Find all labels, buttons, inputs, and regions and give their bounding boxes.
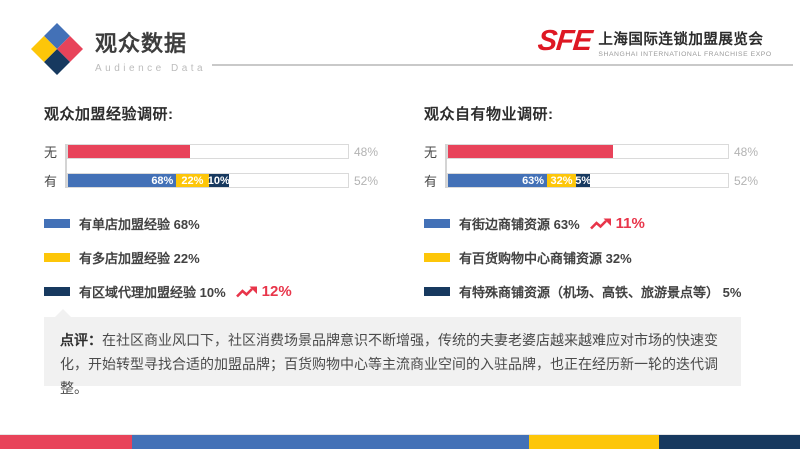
bar-track: 63% 32% 5%	[447, 173, 729, 188]
comment-box-pointer-icon	[54, 309, 72, 318]
bar-row-label: 无	[44, 145, 58, 160]
comment-text: 点评：在社区商业风口下，社区消费场景品牌意识不断增强，传统的夫妻老婆店越来越难应…	[60, 328, 723, 400]
trend-indicator: 11%	[589, 215, 645, 232]
footer-segment-yellow	[528, 435, 660, 449]
bar-segment-value: 68%	[151, 174, 174, 187]
legend-row: 有百货购物中心商铺资源 32%	[424, 248, 758, 267]
bar-segment-value: 32%	[550, 174, 573, 187]
bar-segment-navy: 10%	[208, 174, 230, 187]
comment-prefix: 点评：	[60, 332, 102, 348]
diamond-logo-icon	[31, 23, 83, 75]
legend-swatch-blue	[44, 219, 70, 228]
legend-row: 有多店加盟经验 22%	[44, 248, 378, 267]
legend-swatch-yellow	[44, 253, 70, 262]
bar-track	[447, 144, 729, 159]
bar-chart: 无 48% 有 68% 22% 10% 52%	[44, 144, 378, 189]
legend-swatch-navy	[44, 287, 70, 296]
trend-indicator: 12%	[235, 283, 292, 300]
bar-segment-value: 22%	[181, 174, 204, 187]
bar-row: 无 48%	[424, 144, 758, 160]
bar-row-label: 有	[44, 174, 58, 189]
bar-row: 有 68% 22% 10% 52%	[44, 173, 378, 189]
bar-total-label: 48%	[733, 144, 758, 159]
trend-up-icon	[589, 218, 611, 229]
bar-segment-red	[68, 145, 190, 158]
legend-row: 有特殊商铺资源（机场、高铁、旅游景点等） 5%	[424, 282, 758, 301]
legend-row: 有单店加盟经验 68%	[44, 214, 378, 233]
legend-label: 有区域代理加盟经验 10%	[79, 285, 226, 300]
bar-segment-red	[448, 145, 614, 158]
bar-segment-value: 10%	[207, 174, 230, 187]
chart-owned-property: 观众自有物业调研: 无 48% 有 63% 32% 5% 52% 有街边商铺资源 63% 11% 有…	[424, 103, 758, 316]
bar-segment-value: 63%	[522, 174, 545, 187]
footer-segment-red	[0, 435, 132, 449]
chart-title: 观众加盟经验调研:	[44, 106, 174, 123]
legend-label: 有街边商铺资源 63%	[459, 217, 580, 232]
bar-total-label: 48%	[353, 144, 378, 159]
bar-row: 有 63% 32% 5% 52%	[424, 173, 758, 189]
bar-track: 68% 22% 10%	[67, 173, 349, 188]
bar-total-label: 52%	[733, 173, 758, 188]
bar-segment-blue: 63%	[448, 174, 548, 187]
chart-franchise-experience: 观众加盟经验调研: 无 48% 有 68% 22% 10% 52% 有单店加盟经验 68% 有多店…	[44, 103, 378, 316]
trend-up-icon	[235, 286, 257, 297]
bar-row: 无 48%	[44, 144, 378, 160]
legend-row: 有街边商铺资源 63% 11%	[424, 214, 758, 233]
legend-swatch-blue	[424, 219, 450, 228]
chart-title: 观众自有物业调研:	[424, 106, 554, 123]
trend-percentage: 11%	[615, 215, 645, 232]
header-divider	[212, 64, 793, 66]
legend-label: 有多店加盟经验 22%	[79, 251, 200, 266]
sfe-logo: SFE 上海国际连锁加盟展览会 SHANGHAI INTERNATIONAL F…	[536, 25, 772, 58]
bar-segment-value: 5%	[575, 174, 592, 187]
page-title: 观众数据	[95, 31, 188, 56]
bar-row-label: 有	[424, 174, 438, 189]
title-block: 观众数据 Audience Data	[95, 26, 206, 74]
legend-label: 有单店加盟经验 68%	[79, 217, 200, 232]
legend-swatch-navy	[424, 287, 450, 296]
bar-total-label: 52%	[353, 173, 378, 188]
expo-name-cn: 上海国际连锁加盟展览会	[598, 32, 764, 48]
comment-body: 在社区商业风口下，社区消费场景品牌意识不断增强，传统的夫妻老婆店越来越难应对市场…	[60, 332, 718, 396]
legend: 有单店加盟经验 68% 有多店加盟经验 22% 有区域代理加盟经验 10% 12%	[44, 214, 378, 301]
expo-name-en: SHANGHAI INTERNATIONAL FRANCHISE EXPO	[598, 51, 772, 58]
sfe-logo-names: 上海国际连锁加盟展览会 SHANGHAI INTERNATIONAL FRANC…	[598, 28, 771, 58]
axis-line	[65, 144, 67, 188]
legend-swatch-yellow	[424, 253, 450, 262]
legend-label: 有百货购物中心商铺资源 32%	[459, 251, 632, 266]
axis-line	[445, 144, 447, 188]
bar-segment-navy: 5%	[575, 174, 591, 187]
legend-label: 有特殊商铺资源（机场、高铁、旅游景点等） 5%	[459, 285, 742, 300]
diamond-yellow	[31, 36, 57, 62]
bar-row-label: 无	[424, 145, 438, 160]
bar-segment-yellow: 22%	[176, 174, 209, 187]
footer-color-bar	[0, 434, 800, 449]
page-subtitle: Audience Data	[95, 63, 207, 74]
comment-box: 点评：在社区商业风口下，社区消费场景品牌意识不断增强，传统的夫妻老婆店越来越难应…	[44, 309, 741, 396]
bar-segment-yellow: 32%	[547, 174, 576, 187]
footer-segment-blue	[132, 435, 529, 449]
trend-percentage: 12%	[261, 283, 292, 300]
footer-segment-navy	[659, 435, 800, 449]
bar-segment-blue: 68%	[68, 174, 177, 187]
legend: 有街边商铺资源 63% 11% 有百货购物中心商铺资源 32% 有特殊商铺资源（机场、…	[424, 214, 758, 301]
legend-row: 有区域代理加盟经验 10% 12%	[44, 282, 378, 301]
sfe-logo-mark: SFE	[536, 25, 594, 57]
bar-chart: 无 48% 有 63% 32% 5% 52%	[424, 144, 758, 189]
bar-track	[67, 144, 349, 159]
